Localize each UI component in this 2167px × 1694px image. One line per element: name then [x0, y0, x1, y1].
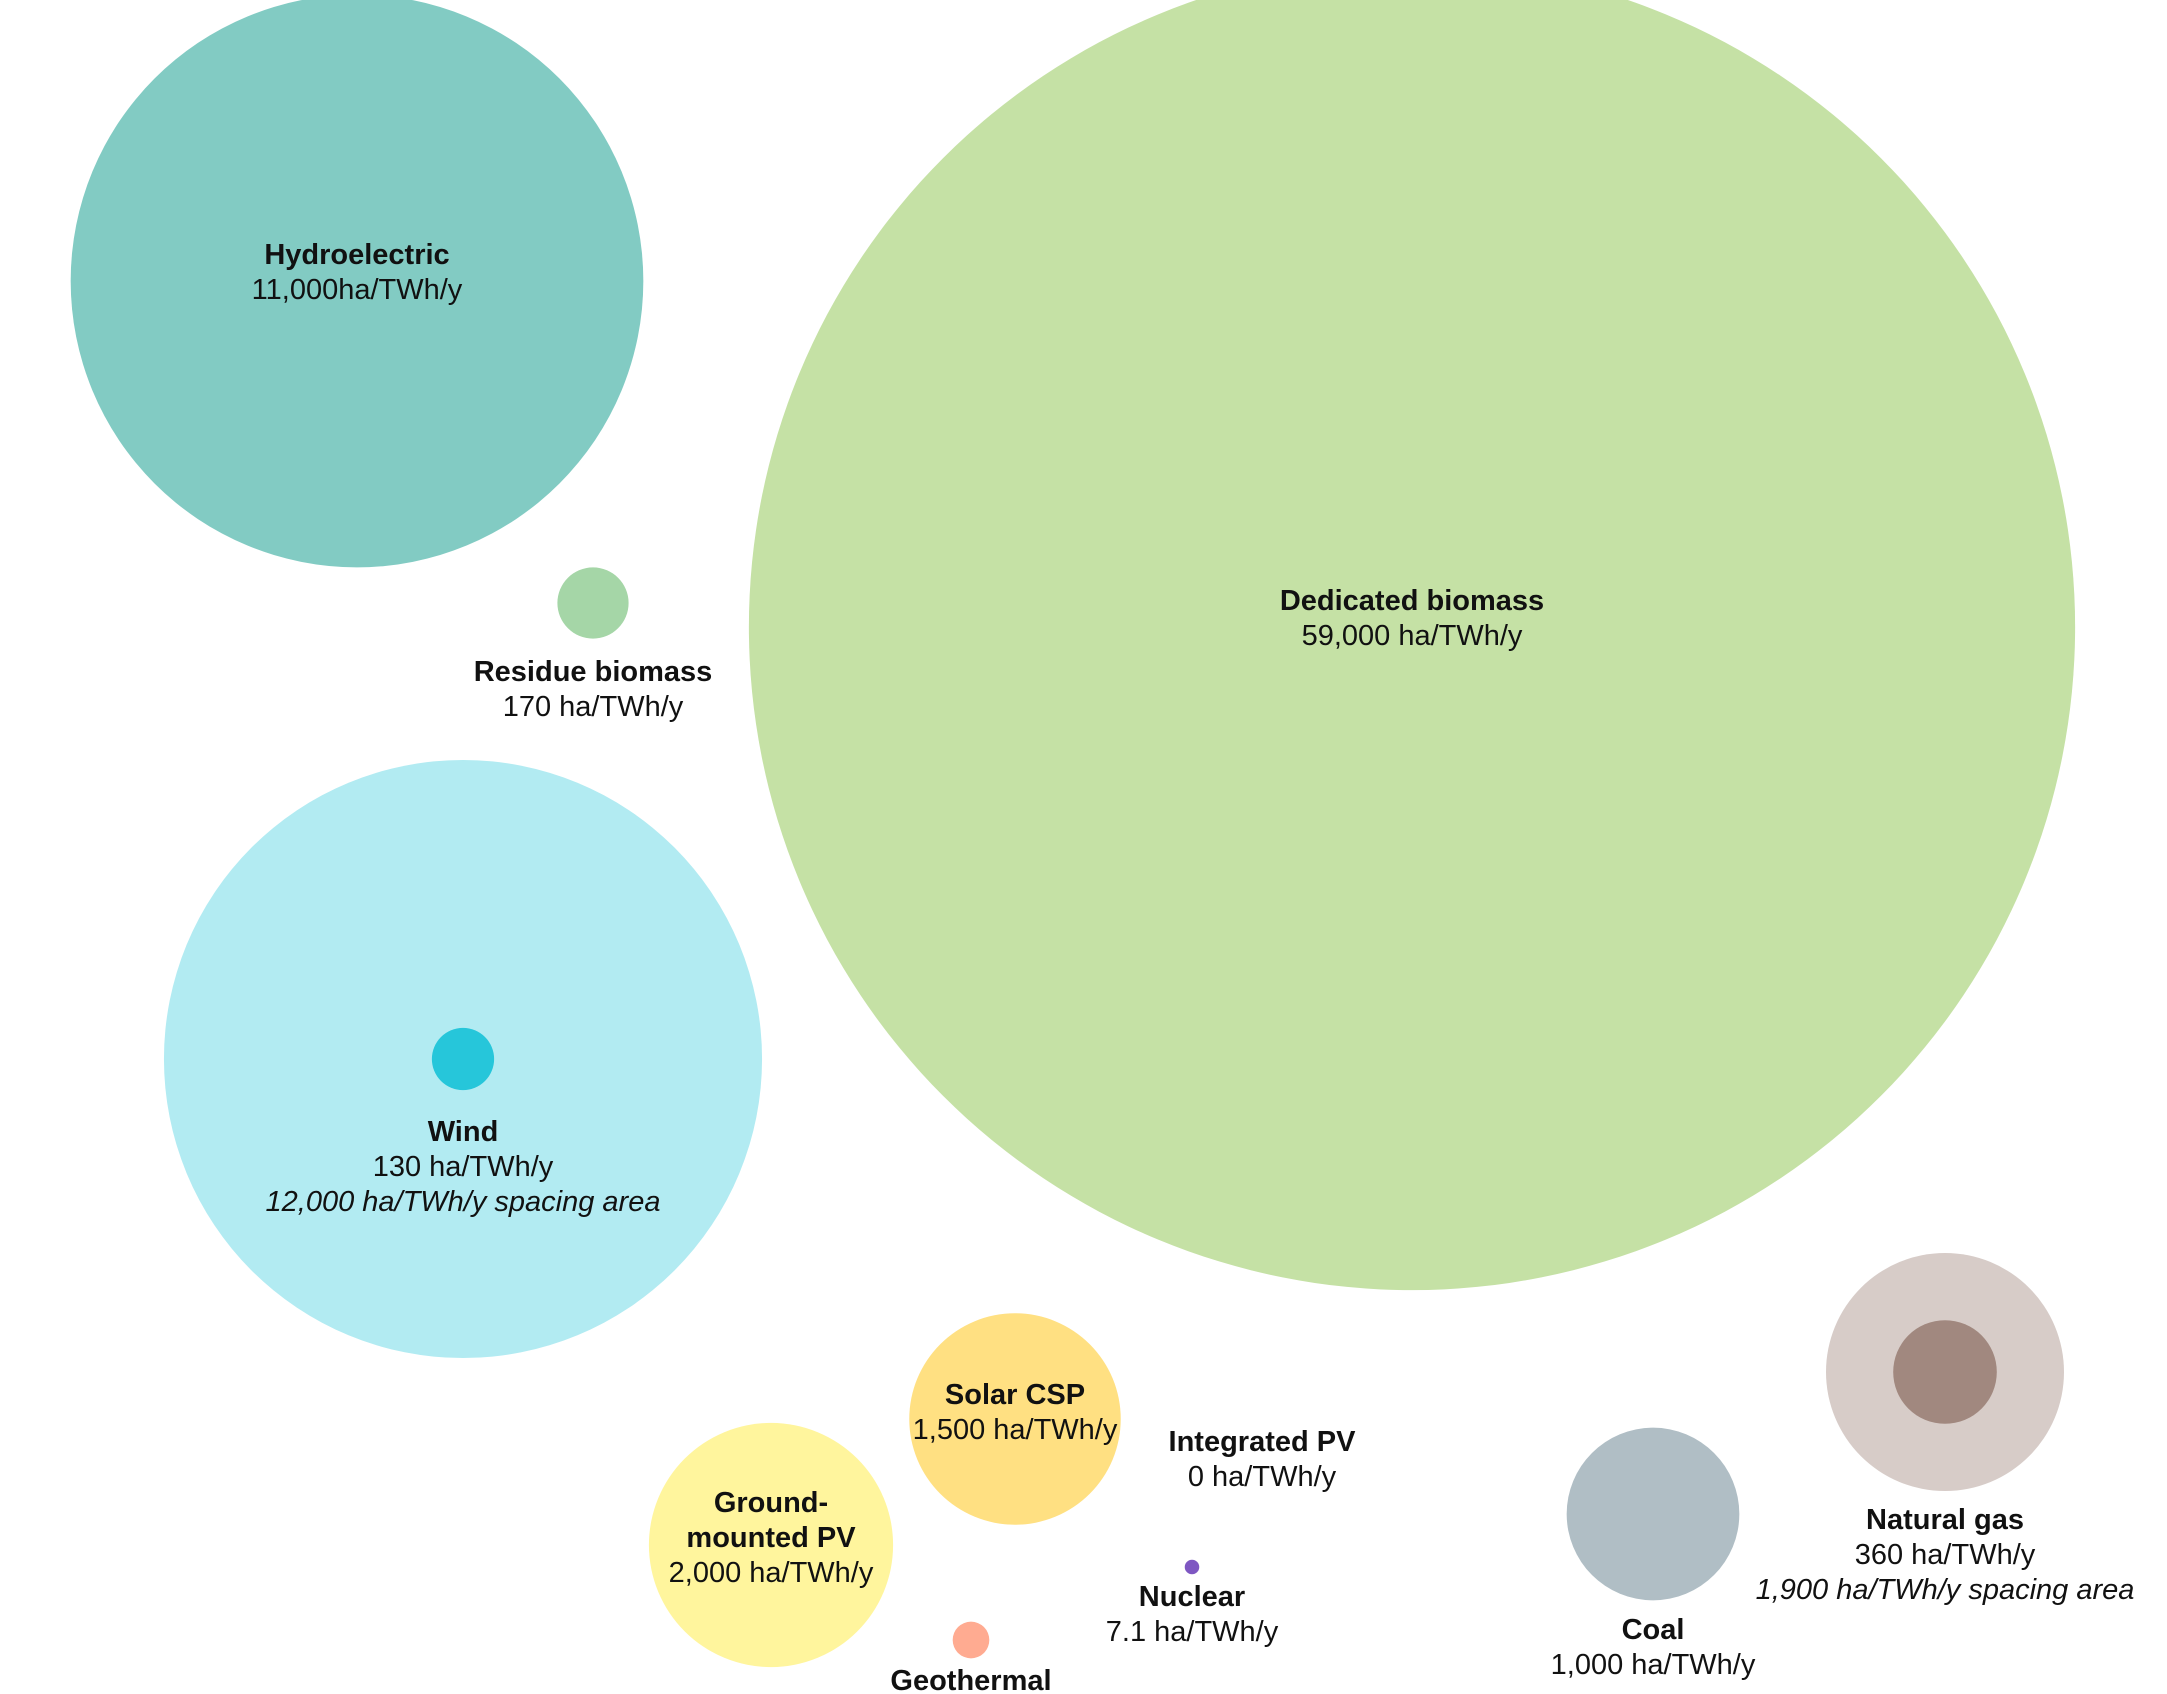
geothermal-circle — [952, 1621, 990, 1659]
nuclear-circle — [1184, 1559, 1200, 1575]
coal-value-label: 1,000 ha/TWh/y — [1551, 1649, 1756, 1681]
bubble-hydroelectric — [70, 0, 644, 568]
bubble-wind — [163, 759, 763, 1359]
dedicated-biomass-name-label: Dedicated biomass — [1280, 585, 1544, 617]
bubble-solar-csp — [909, 1313, 1121, 1525]
bubble-coal — [1566, 1427, 1740, 1601]
dedicated-biomass-circle — [749, 0, 2075, 1290]
solar-csp-name-label: Solar CSP — [945, 1379, 1085, 1411]
hydroelectric-circle — [70, 0, 644, 568]
nuclear-value-label: 7.1 ha/TWh/y — [1106, 1616, 1279, 1648]
ground-mounted-pv-name-label: mounted PV — [686, 1522, 856, 1554]
residue-biomass-value-label: 170 ha/TWh/y — [503, 691, 684, 723]
ground-mounted-pv-name-label: Ground- — [714, 1487, 828, 1519]
geothermal-name-label: Geothermal — [890, 1665, 1051, 1694]
ground-mounted-pv-value-label: 2,000 ha/TWh/y — [669, 1557, 874, 1589]
natural-gas-spacing-label: 1,900 ha/TWh/y spacing area — [1756, 1574, 2135, 1606]
natural-gas-value-label: 360 ha/TWh/y — [1855, 1539, 2036, 1571]
wind-circle — [431, 1027, 495, 1091]
integrated-pv-name-label: Integrated PV — [1169, 1426, 1357, 1458]
wind-name-label: Wind — [428, 1116, 499, 1148]
nuclear-name-label: Nuclear — [1139, 1581, 1245, 1613]
natural-gas-circle — [1893, 1320, 1997, 1424]
integrated-pv-value-label: 0 ha/TWh/y — [1188, 1461, 1337, 1493]
bubble-natural-gas — [1826, 1253, 2064, 1491]
bubble-geothermal — [952, 1621, 990, 1659]
coal-circle — [1566, 1427, 1740, 1601]
bubble-nuclear — [1184, 1559, 1200, 1575]
wind-spacing-label: 12,000 ha/TWh/y spacing area — [266, 1186, 661, 1218]
hydroelectric-name-label: Hydroelectric — [264, 239, 449, 271]
bubble-ground-mounted-pv — [648, 1422, 894, 1668]
natural-gas-name-label: Natural gas — [1866, 1504, 2024, 1536]
dedicated-biomass-value-label: 59,000 ha/TWh/y — [1302, 620, 1523, 652]
solar-csp-value-label: 1,500 ha/TWh/y — [913, 1414, 1118, 1446]
wind-value-label: 130 ha/TWh/y — [373, 1151, 554, 1183]
bubble-residue-biomass — [557, 567, 629, 639]
hydroelectric-value-label: 11,000ha/TWh/y — [252, 274, 463, 306]
solar-csp-circle — [909, 1313, 1121, 1525]
residue-biomass-circle — [557, 567, 629, 639]
coal-name-label: Coal — [1622, 1614, 1685, 1646]
ground-mounted-pv-circle — [648, 1422, 894, 1668]
residue-biomass-name-label: Residue biomass — [474, 656, 713, 688]
bubble-dedicated-biomass — [749, 0, 2075, 1290]
